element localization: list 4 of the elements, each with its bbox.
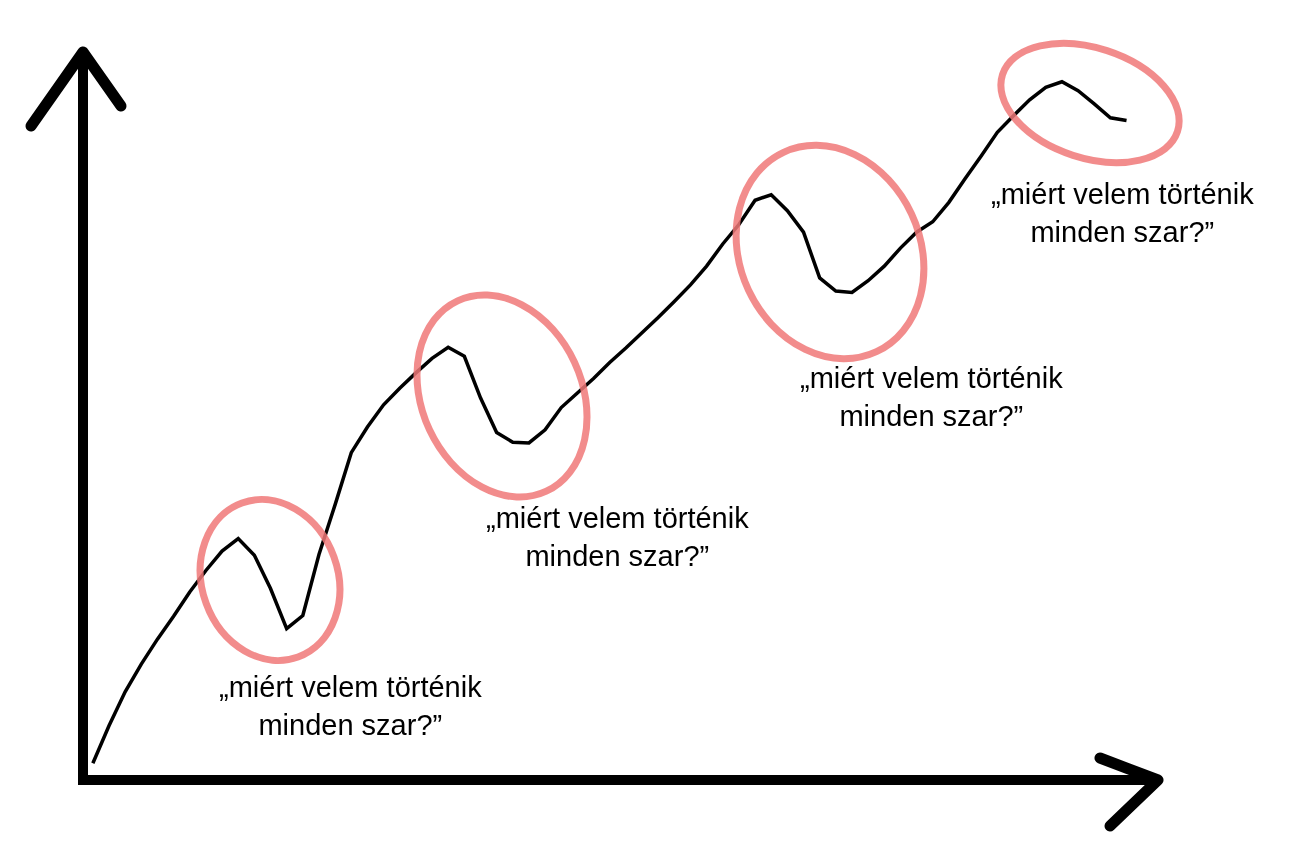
annotation: „miért velem történik minden szar?”	[800, 362, 1064, 432]
annotation: „miért velem történik minden szar?”	[219, 671, 483, 741]
annotation: „miért velem történik minden szar?”	[991, 178, 1255, 248]
annotation: „miért velem történik minden szar?”	[486, 502, 750, 572]
